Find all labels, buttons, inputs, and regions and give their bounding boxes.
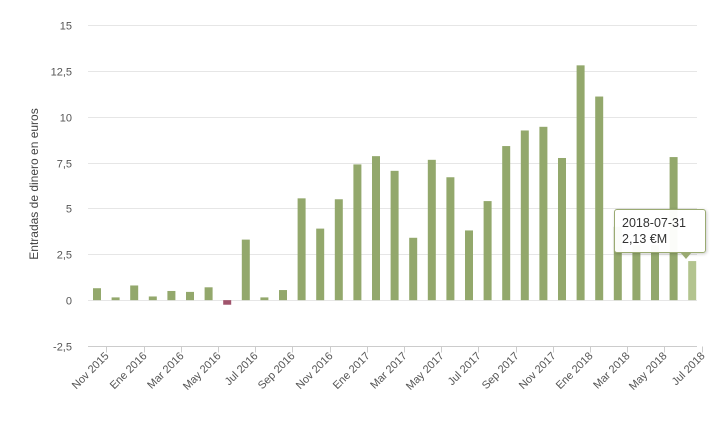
- bar: [167, 290, 176, 301]
- bar: [316, 228, 325, 301]
- bar: [539, 126, 548, 301]
- bar: [427, 159, 436, 301]
- bar: [353, 164, 362, 301]
- bar: [446, 177, 455, 301]
- x-tick-label: Sep 2017: [480, 350, 522, 392]
- y-tick-label: 10: [60, 113, 72, 125]
- bar: [297, 198, 306, 301]
- x-tick-label: Nov 2017: [517, 350, 559, 392]
- bar: [186, 291, 194, 301]
- x-tick-label: Jul 2018: [670, 350, 708, 388]
- bar: [502, 146, 511, 301]
- x-tick-label: Ene 2018: [554, 350, 596, 392]
- y-axis-title: Entradas de dinero en euros: [27, 108, 41, 259]
- x-tick-label: Ene 2017: [331, 350, 373, 392]
- bar: [576, 65, 585, 301]
- bar: [111, 297, 120, 301]
- x-tick-label: May 2016: [181, 350, 224, 393]
- x-tick-label: May 2017: [404, 350, 447, 393]
- y-axis-ticks: -2,5 0 2,5 5 7,5 10 12,5 15: [51, 21, 72, 354]
- bar-negative: [223, 300, 232, 305]
- y-tick-label: -2,5: [53, 342, 72, 354]
- bar: [595, 96, 604, 301]
- x-tick-label: Sep 2016: [256, 350, 298, 392]
- x-tick-label: Mar 2016: [145, 350, 186, 391]
- x-tick-label: Nov 2016: [294, 350, 336, 392]
- bar: [148, 296, 157, 301]
- bar: [465, 230, 473, 301]
- x-tick-label: Jul 2017: [446, 350, 484, 388]
- tooltip-pointer: [680, 252, 692, 259]
- bar: [93, 288, 101, 301]
- x-tick-label: Nov 2015: [70, 350, 112, 392]
- x-tick-label: May 2018: [627, 350, 670, 393]
- tooltip-value: 2,13 €M: [622, 232, 668, 246]
- tooltip-date: 2018-07-31: [622, 216, 686, 230]
- bar: [241, 239, 250, 301]
- y-tick-label: 15: [60, 21, 72, 33]
- bar: [390, 170, 399, 301]
- bar: [204, 287, 213, 301]
- tooltip: 2018-07-31 2,13 €M: [614, 209, 706, 253]
- y-tick-label: 0: [66, 296, 72, 308]
- y-tick-label: 5: [66, 204, 72, 216]
- x-tick-label: Jul 2016: [223, 350, 261, 388]
- bar: [558, 157, 566, 301]
- bars: [93, 65, 697, 305]
- y-tick-label: 2,5: [57, 250, 72, 262]
- bar: [372, 156, 380, 301]
- bar: [279, 290, 287, 301]
- bar: [688, 261, 697, 301]
- x-tick-label: Mar 2018: [591, 350, 632, 391]
- bar: [632, 245, 641, 301]
- y-tick-label: 12,5: [51, 67, 72, 79]
- bar: [130, 285, 139, 301]
- bar: [520, 130, 529, 301]
- bar: [613, 226, 622, 301]
- bar: [260, 297, 269, 301]
- y-tick-label: 7,5: [57, 159, 72, 171]
- bar: [409, 237, 418, 301]
- bar: [483, 201, 492, 301]
- x-tick-label: Mar 2017: [368, 350, 409, 391]
- x-tick-label: Ene 2016: [108, 350, 150, 392]
- bar: [651, 245, 659, 301]
- bar: [334, 199, 343, 301]
